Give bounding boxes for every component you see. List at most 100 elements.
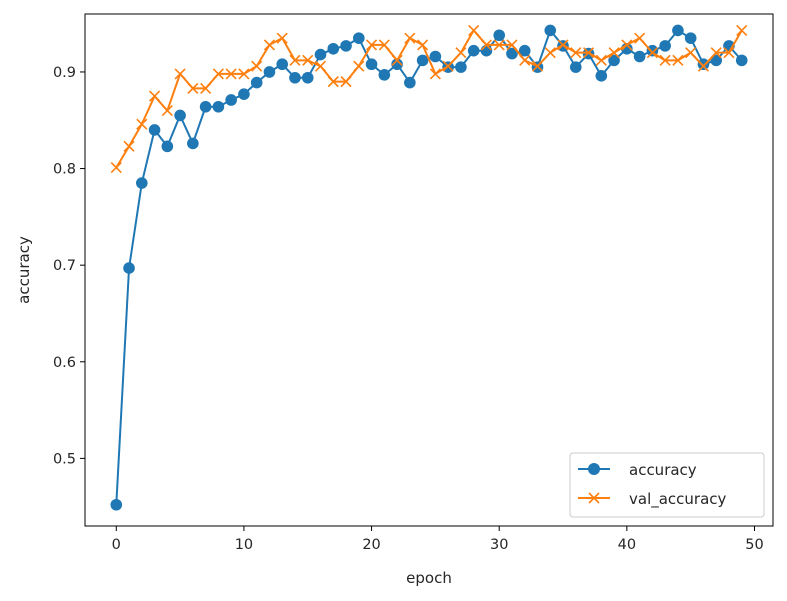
data-point-val-accuracy: [595, 54, 607, 66]
data-point-accuracy: [569, 61, 582, 73]
data-point-val-accuracy: [634, 32, 646, 44]
data-point-val-accuracy: [391, 54, 403, 66]
data-point-val-accuracy: [493, 39, 505, 51]
legend-box: [569, 452, 765, 518]
data-point-accuracy: [174, 109, 186, 122]
data-point-val-accuracy: [697, 60, 709, 72]
legend-val-accuracy-marker: [588, 492, 600, 504]
data-point-accuracy: [225, 94, 237, 106]
data-point-accuracy: [633, 50, 646, 63]
data-point-accuracy: [136, 177, 148, 189]
data-point-val-accuracy: [340, 76, 352, 88]
data-point-val-accuracy: [174, 68, 186, 80]
data-point-accuracy: [684, 32, 697, 44]
data-point-accuracy: [378, 69, 391, 81]
data-point-val-accuracy: [736, 24, 748, 36]
data-point-val-accuracy: [238, 68, 250, 80]
data-point-accuracy: [123, 262, 135, 274]
data-point-accuracy: [518, 44, 531, 57]
data-point-accuracy: [187, 137, 199, 150]
data-point-accuracy: [301, 71, 314, 84]
x-tick-label: 20: [362, 537, 380, 553]
x-tick-label: 30: [490, 537, 508, 553]
data-point-accuracy: [506, 47, 518, 60]
data-point-val-accuracy: [302, 54, 314, 66]
data-point-val-accuracy: [378, 39, 390, 51]
data-point-accuracy: [148, 124, 161, 136]
y-tick-label: 0.5: [53, 451, 76, 467]
data-point-val-accuracy: [149, 90, 161, 102]
data-point-accuracy: [467, 44, 480, 57]
y-tick-label: 0.7: [53, 258, 76, 274]
data-point-val-accuracy: [519, 54, 531, 66]
x-tick-label: 40: [618, 537, 636, 553]
data-point-accuracy: [710, 54, 722, 67]
legend: accuracy val_accuracy: [569, 452, 765, 518]
legend-entry-accuracy: accuracy: [578, 461, 697, 479]
x-tick-label: 10: [235, 537, 253, 553]
legend-val-accuracy-label: val_accuracy: [629, 490, 727, 509]
data-point-accuracy: [365, 58, 378, 71]
data-point-val-accuracy: [468, 24, 480, 36]
data-point-val-accuracy: [327, 76, 339, 88]
data-point-accuracy: [595, 70, 608, 82]
data-point-val-accuracy: [621, 39, 633, 51]
data-point-val-accuracy: [225, 68, 237, 80]
data-point-val-accuracy: [710, 47, 722, 59]
y-tick-label: 0.8: [53, 162, 76, 178]
data-point-accuracy: [404, 76, 416, 89]
data-point-val-accuracy: [314, 60, 327, 72]
data-point-val-accuracy: [723, 47, 735, 59]
data-point-val-accuracy: [455, 47, 467, 59]
data-point-val-accuracy: [289, 54, 301, 66]
data-point-accuracy: [212, 100, 225, 113]
data-point-val-accuracy: [251, 60, 263, 72]
y-axis-label: accuracy: [15, 236, 33, 304]
data-point-val-accuracy: [365, 39, 378, 51]
data-point-accuracy: [697, 58, 710, 71]
data-point-val-accuracy: [557, 39, 569, 51]
data-point-val-accuracy: [646, 47, 658, 59]
data-point-accuracy: [340, 40, 352, 52]
data-point-accuracy: [416, 54, 429, 67]
axis-ticks: 0 10 20 30 40 50 0.5 0.6 0.7 0.8 0.9: [53, 65, 764, 553]
data-point-accuracy: [263, 66, 276, 78]
data-point-accuracy: [327, 42, 340, 55]
data-point-accuracy: [199, 100, 212, 113]
data-point-accuracy: [314, 48, 327, 61]
data-point-val-accuracy: [685, 47, 697, 59]
data-point-accuracy: [391, 58, 403, 71]
data-point-val-accuracy: [659, 54, 671, 66]
data-point-val-accuracy: [353, 60, 365, 72]
data-point-val-accuracy: [531, 60, 544, 72]
data-point-val-accuracy: [136, 118, 148, 130]
data-point-accuracy: [250, 76, 263, 89]
data-point-accuracy: [672, 24, 684, 37]
axes-frame: [84, 13, 774, 527]
data-point-val-accuracy: [276, 32, 288, 44]
data-point-accuracy: [544, 24, 557, 37]
data-point-val-accuracy: [480, 39, 493, 51]
data-point-accuracy: [352, 32, 365, 44]
data-point-accuracy: [110, 498, 123, 511]
y-tick-label: 0.9: [53, 65, 76, 81]
data-point-accuracy: [238, 88, 250, 100]
x-axis-label: epoch: [406, 569, 452, 587]
data-point-accuracy: [659, 40, 671, 52]
data-point-accuracy: [276, 58, 289, 71]
data-point-val-accuracy: [212, 68, 224, 80]
data-point-val-accuracy: [161, 105, 173, 117]
y-tick-label: 0.6: [53, 355, 76, 371]
data-point-val-accuracy: [200, 82, 212, 94]
x-tick-label: 0: [112, 537, 121, 553]
x-tick-label: 50: [745, 537, 763, 553]
data-point-val-accuracy: [187, 82, 199, 94]
data-point-val-accuracy: [429, 68, 441, 80]
data-point-val-accuracy: [404, 32, 416, 44]
data-point-val-accuracy: [544, 47, 556, 59]
data-point-val-accuracy: [263, 39, 276, 51]
data-point-accuracy: [493, 29, 506, 42]
data-point-val-accuracy: [123, 140, 135, 152]
data-point-accuracy: [480, 44, 493, 57]
